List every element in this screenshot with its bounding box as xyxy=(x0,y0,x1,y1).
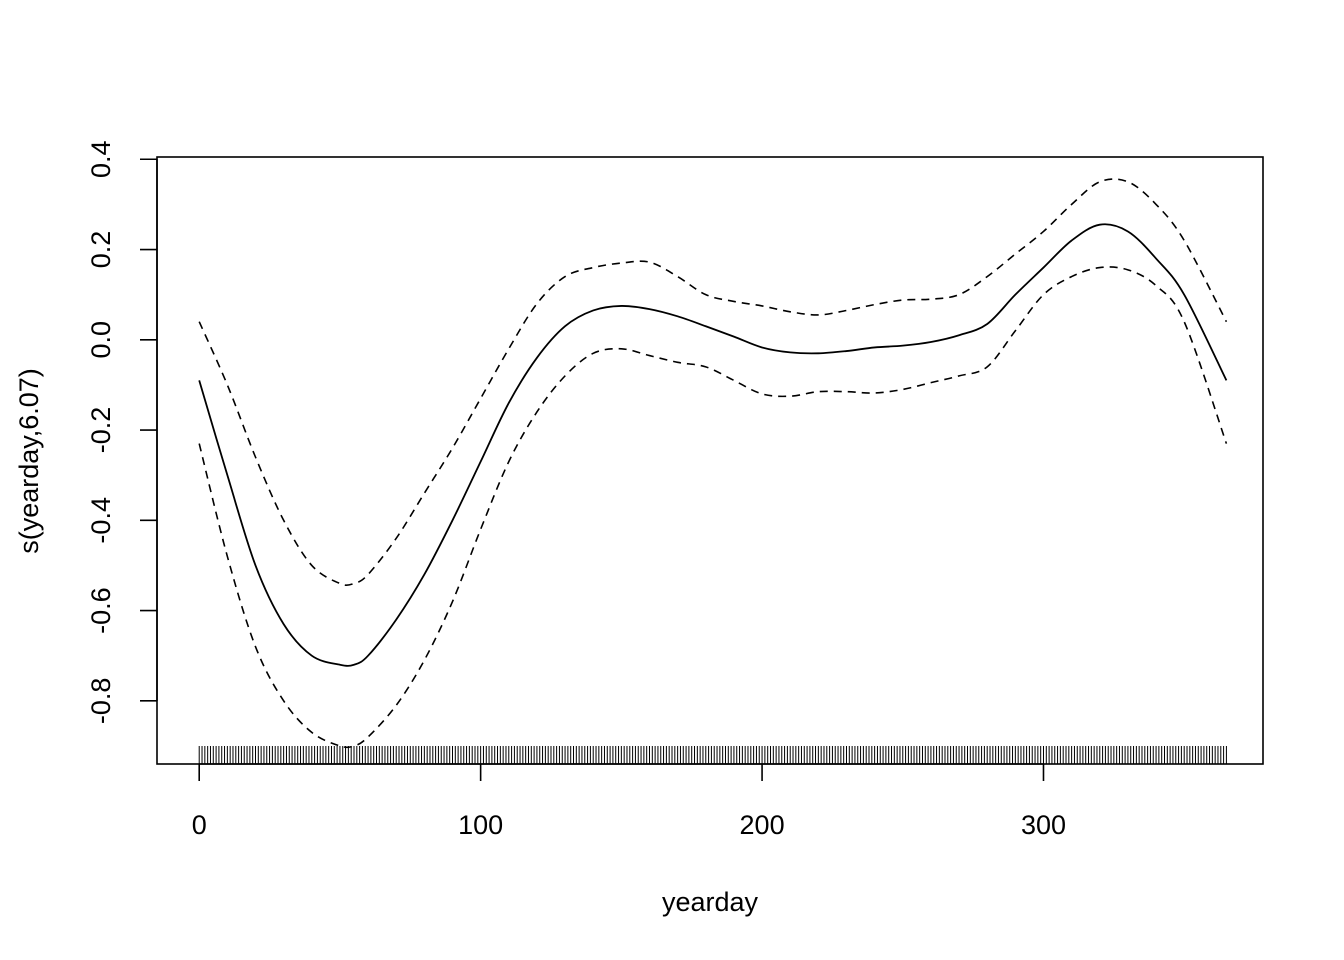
y-tick-label: -0.2 xyxy=(86,407,116,454)
x-axis: 0 100 200 300 xyxy=(192,763,1066,840)
y-tick-label: -0.8 xyxy=(86,678,116,725)
x-axis-label: yearday xyxy=(662,887,759,917)
lower-confidence-line xyxy=(198,266,1228,749)
y-tick-label: 0.0 xyxy=(86,321,116,359)
y-tick-label: 0.2 xyxy=(86,231,116,269)
x-tick-label: 300 xyxy=(1021,810,1066,840)
x-tick-label: 100 xyxy=(458,810,503,840)
series-lines xyxy=(198,178,1228,749)
smooth-fit-line xyxy=(198,223,1228,667)
upper-confidence-line xyxy=(198,178,1228,586)
plot-frame xyxy=(156,156,1264,765)
plot-border xyxy=(156,156,1264,765)
x-tick-label: 0 xyxy=(192,810,207,840)
rug-ticks xyxy=(198,746,1227,764)
y-tick-label: -0.6 xyxy=(86,587,116,634)
x-tick-label: 200 xyxy=(740,810,785,840)
rug-marks xyxy=(198,746,1227,764)
y-tick-label: 0.4 xyxy=(86,140,116,178)
y-tick-label: -0.4 xyxy=(86,497,116,544)
y-axis: -0.8 -0.6 -0.4 -0.2 0.0 0.2 0.4 xyxy=(86,140,158,725)
y-axis-label: s(yearday,6.07) xyxy=(14,368,44,554)
